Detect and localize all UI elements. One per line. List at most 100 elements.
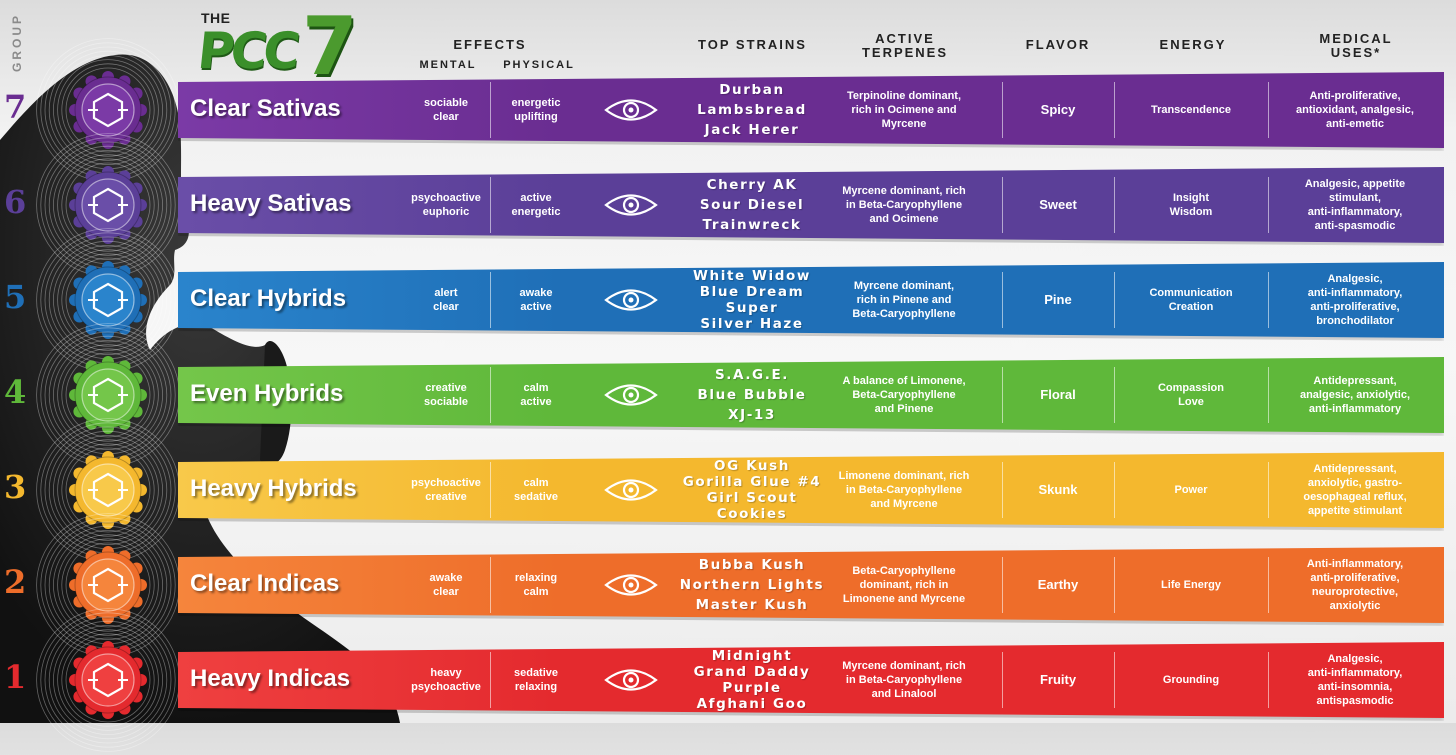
terpene-lines: Myrcene dominant, rich in Beta-Caryophyll… [842, 184, 965, 226]
active-terpenes-5: Myrcene dominant, rich in Pinene and Beta-… [836, 270, 972, 330]
medical-line: Analgesic, [1327, 653, 1383, 665]
band-row-5 [178, 262, 1444, 338]
chakra-icon-6 [69, 166, 147, 244]
medical-line: Anti-inflammatory, [1306, 558, 1404, 570]
group-number-1: 1 [4, 658, 27, 696]
energy-lines: Life Energy [1161, 578, 1221, 592]
band-row-4 [178, 357, 1444, 433]
terpene-lines: Myrcene dominant, rich in Pinene and Beta-… [852, 279, 955, 321]
flavor-label: Skunk [1038, 482, 1078, 497]
pcc7-logo: THE PCC 7 [195, 0, 368, 93]
band-row-2 [178, 547, 1444, 623]
group-name-5: Clear Hybrids [190, 285, 347, 312]
medical-line: bronchodilator [1316, 315, 1394, 327]
chakra-icon-4 [69, 356, 147, 434]
strain-line: S.A.G.E. [714, 367, 790, 383]
effect-mental-lines: awake clear [429, 571, 462, 599]
medical-lines: Antidepressant, anxiolytic, gastro-oesoph… [1303, 462, 1406, 518]
medical-line: anti-insomnia, [1317, 681, 1393, 693]
strain-line: Bubba Kush [698, 557, 806, 573]
chakra-icon-7 [69, 71, 147, 149]
medical-lines: Analgesic, anti-inflammatory, anti-prolife… [1308, 272, 1403, 328]
strain-line: Gorilla Glue #4 [682, 474, 822, 490]
strain-line: Cookies [716, 506, 788, 522]
effect-physical-line: calm [523, 382, 549, 394]
medical-uses-4: Antidepressant, analgesic, anxiolytic, ant… [1282, 363, 1428, 427]
top-strains-4: S.A.G.E. Blue Bubble XJ-13 [678, 359, 826, 431]
top-strains-6: Cherry AK Sour Diesel Trainwreck [678, 169, 826, 241]
medical-line: anxiolytic [1329, 600, 1381, 612]
effect-physical-line: calm [523, 586, 549, 598]
terpene-line: in Beta-Caryophyllene [845, 674, 963, 686]
effect-physical-lines: awake active [519, 286, 552, 314]
flavor-5: Pine [1003, 270, 1113, 330]
terpene-line: and Ocimene [869, 213, 939, 225]
sep-terpenes-3 [1002, 462, 1003, 518]
header-energy: ENERGY [1159, 37, 1227, 52]
energy-1: Grounding [1115, 650, 1267, 710]
terpene-line: Limonene dominant, rich [838, 470, 970, 482]
sep-energy-1 [1268, 652, 1269, 708]
energy-line: Life Energy [1161, 579, 1221, 591]
strain-line: White Widow [693, 268, 811, 284]
strain-line: Girl Scout [706, 490, 798, 506]
chakra-icon-5 [69, 261, 147, 339]
medical-line: anti-emetic [1325, 118, 1385, 130]
energy-line: Transcendence [1150, 104, 1232, 116]
strain-line: Super [725, 300, 779, 316]
strain-lines: OG Kush Gorilla Glue #4 Girl Scout Cookies [683, 458, 822, 522]
group-number-4: 4 [4, 373, 27, 411]
strain-line: Midnight [711, 648, 793, 664]
top-strains-7: Durban Lambsbread Jack Herer [678, 74, 826, 146]
effect-mental-line: clear [433, 301, 459, 313]
effect-physical-5: awake active [491, 270, 581, 330]
effect-mental-line: euphoric [422, 206, 470, 218]
energy-line: Insight [1172, 192, 1210, 204]
strain-lines: Midnight Grand Daddy Purple Afghani Goo [694, 648, 811, 712]
effect-physical-6: active energetic [491, 175, 581, 235]
terpene-line: in Beta-Caryophyllene [845, 484, 963, 496]
effect-mental-5: alert clear [402, 270, 490, 330]
terpene-line: rich in Pinene and [856, 294, 952, 306]
effect-physical-line: active [520, 396, 552, 408]
effect-physical-line: energetic [511, 206, 561, 218]
sep-energy-4 [1268, 367, 1269, 423]
medical-line: oesophageal reflux, [1303, 491, 1407, 503]
strain-line: Jack Herer [704, 122, 800, 138]
energy-lines: Power [1174, 483, 1207, 497]
effect-physical-line: relaxing [514, 572, 558, 584]
top-strains-1: Midnight Grand Daddy Purple Afghani Goo [678, 644, 826, 716]
chakra-icon-1 [69, 641, 147, 719]
effect-mental-line: creative [425, 491, 467, 503]
medical-line: Antidepressant, [1313, 375, 1397, 387]
sep-effects-6 [490, 177, 491, 233]
flavor-label: Earthy [1037, 577, 1079, 592]
sep-effects-7 [490, 82, 491, 138]
effect-mental-lines: creative sociable [424, 381, 468, 409]
energy-6: Insight Wisdom [1115, 175, 1267, 235]
flavor-2: Earthy [1003, 555, 1113, 615]
terpene-line: Myrcene [881, 118, 927, 130]
medical-uses-2: Anti-inflammatory, anti-proliferative, neu… [1282, 553, 1428, 617]
medical-lines: Antidepressant, analgesic, anxiolytic, ant… [1300, 374, 1410, 416]
strain-line: Trainwreck [702, 217, 802, 233]
header-active-terpenes-line2: TERPENES [861, 45, 949, 60]
effect-physical-line: active [520, 301, 552, 313]
sep-energy-7 [1268, 82, 1269, 138]
group-name-2: Clear Indicas [190, 570, 340, 597]
header-medical-uses: MEDICAL USES* [1296, 32, 1416, 60]
sep-energy-5 [1268, 272, 1269, 328]
medical-line: Anti-proliferative, [1309, 90, 1401, 102]
terpene-lines: Myrcene dominant, rich in Beta-Caryophyll… [842, 659, 965, 701]
terpene-line: A balance of Limonene, [842, 375, 966, 387]
group-name-3: Heavy Hybrids [190, 475, 357, 502]
energy-line: Grounding [1162, 674, 1220, 686]
sep-flavor-2 [1114, 557, 1115, 613]
strain-line: Durban [719, 82, 785, 98]
medical-line: anti-proliferative, [1310, 301, 1400, 313]
terpene-line: and Myrcene [870, 498, 938, 510]
energy-line: Wisdom [1169, 206, 1213, 218]
effect-mental-line: psychoactive [411, 192, 481, 204]
effect-mental-lines: alert clear [433, 286, 459, 314]
medical-line: stimulant, [1329, 192, 1381, 204]
